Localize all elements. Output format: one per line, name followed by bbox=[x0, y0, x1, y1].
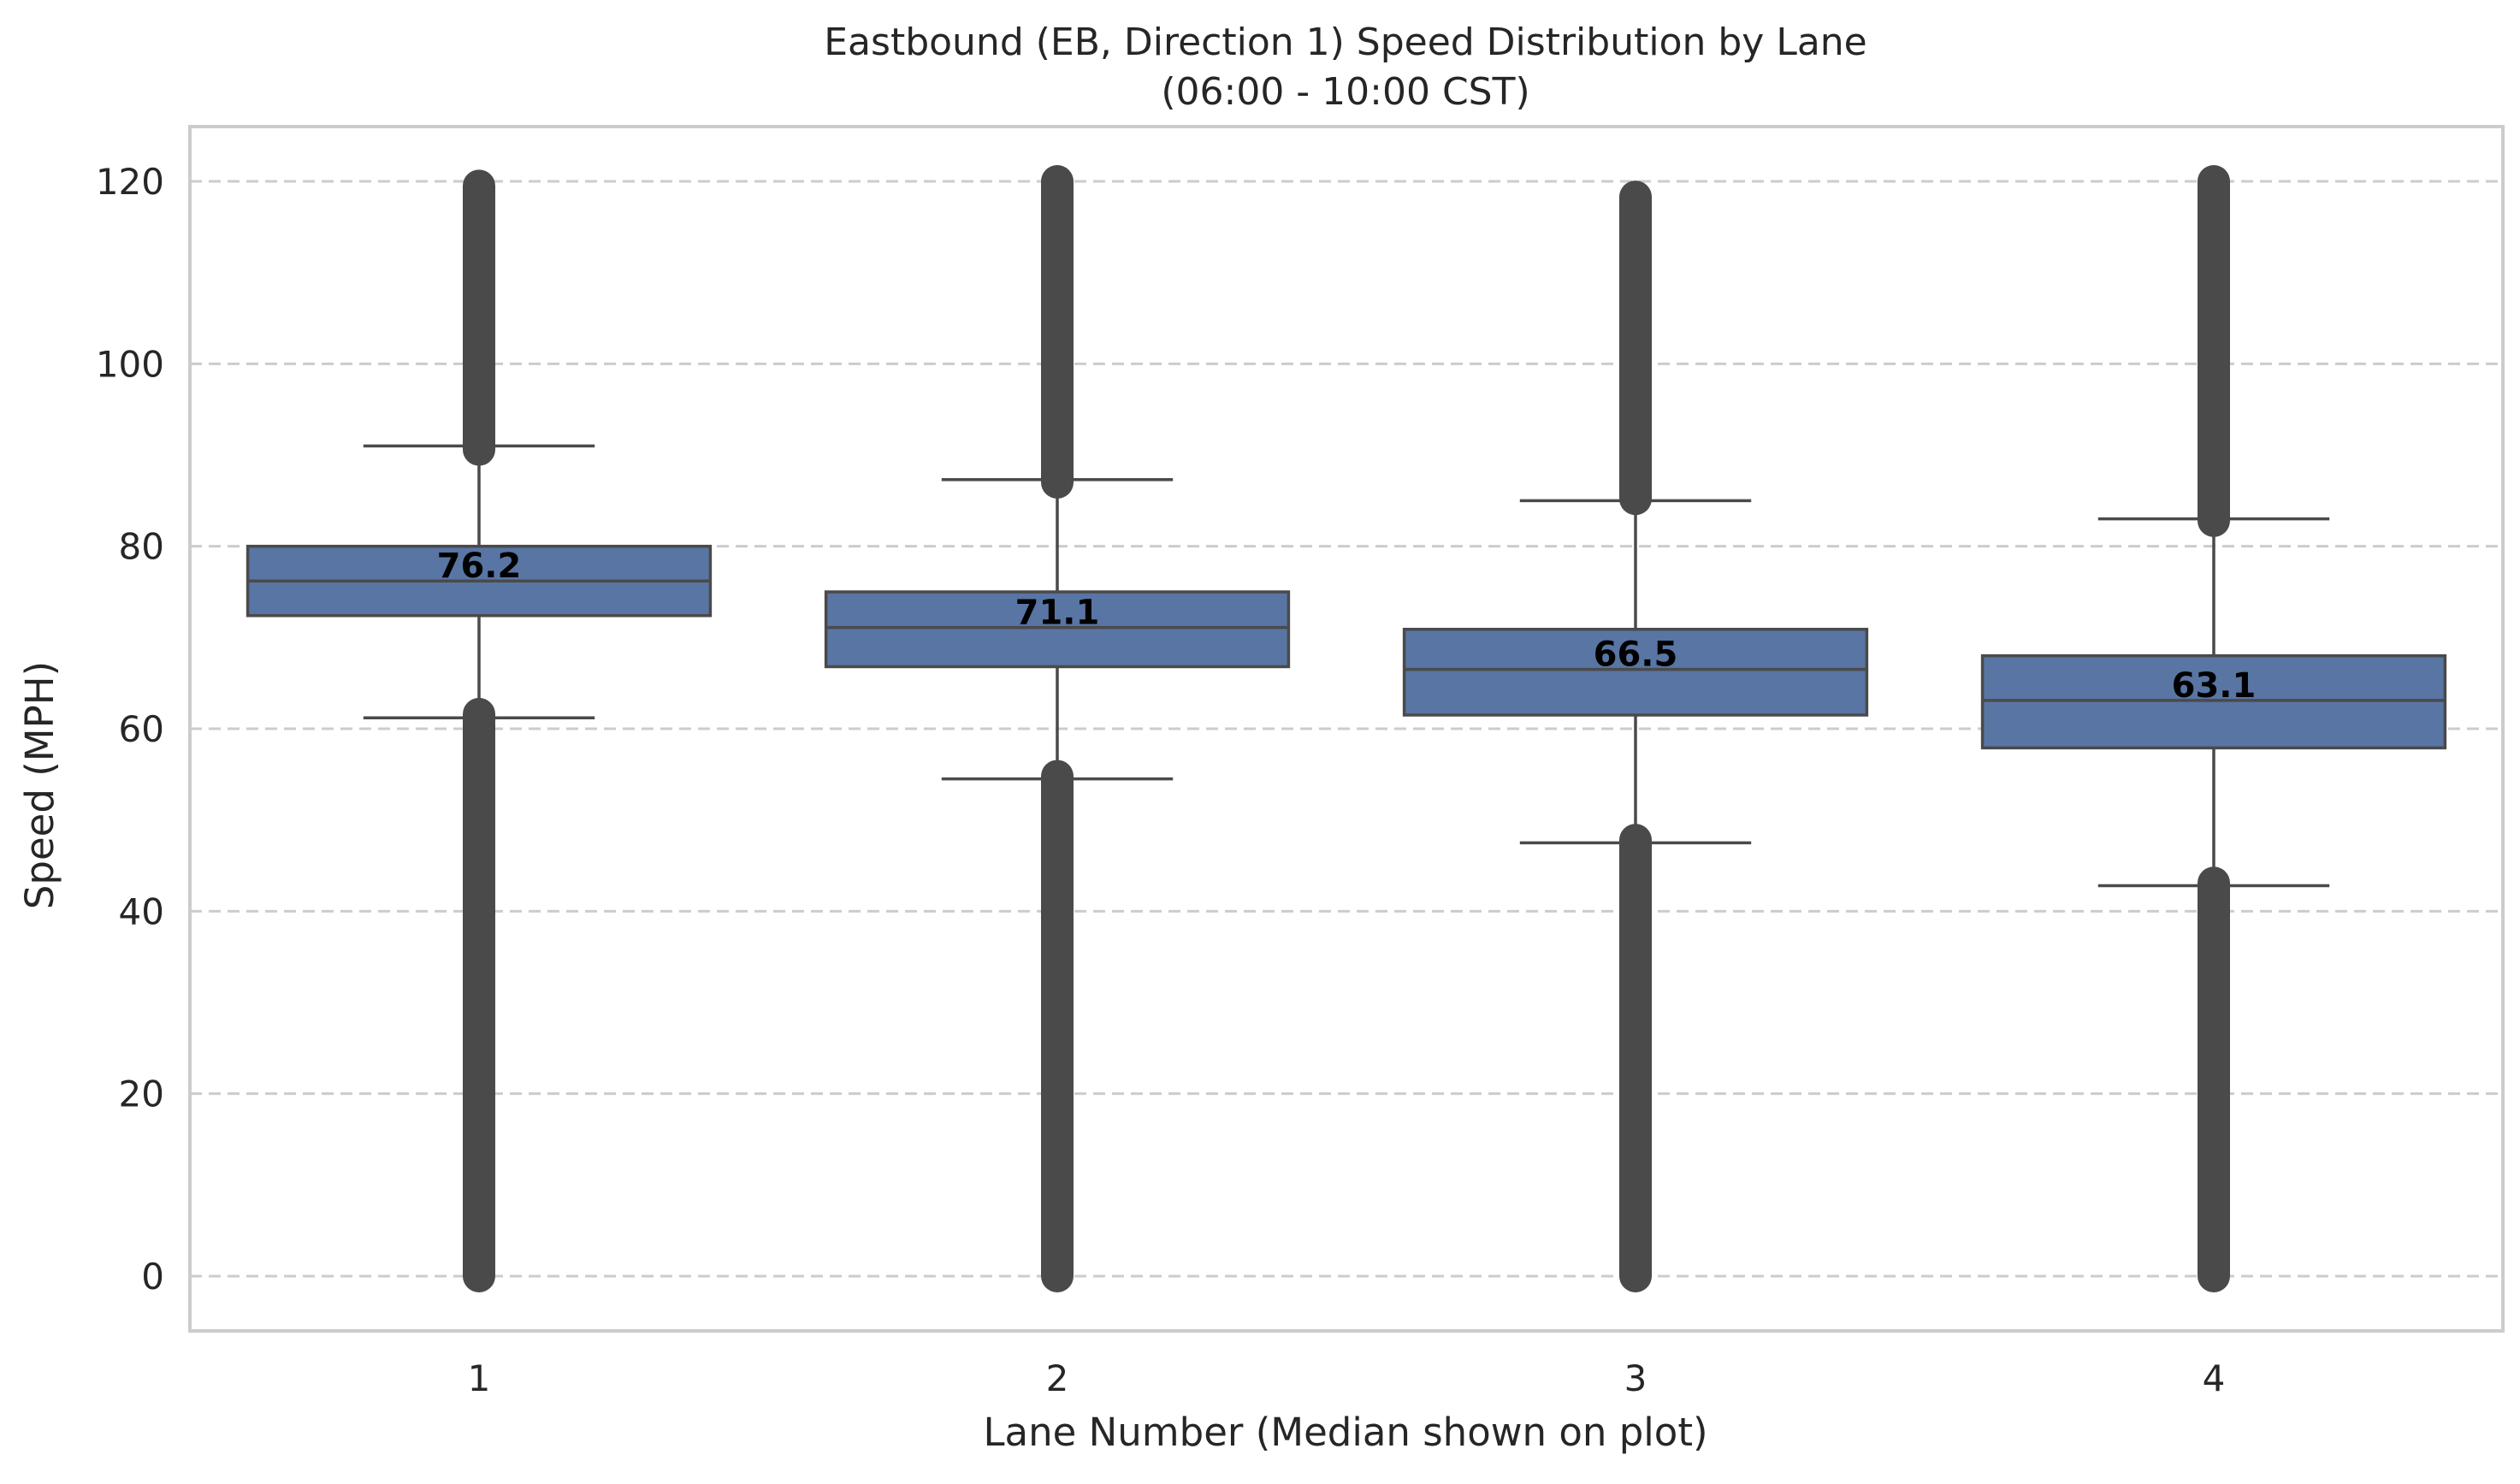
box-group-lane-3: 66.5 bbox=[1402, 180, 1869, 1292]
gridlines bbox=[190, 180, 2503, 1278]
box-group-lane-4: 63.1 bbox=[1980, 165, 2447, 1292]
box-iqr bbox=[1402, 627, 1869, 717]
y-tick-label: 80 bbox=[119, 526, 164, 568]
chart-title: Eastbound (EB, Direction 1) Speed Distri… bbox=[824, 21, 1867, 64]
box-group-lane-2: 71.1 bbox=[824, 165, 1291, 1292]
y-tick-label: 0 bbox=[141, 1256, 164, 1298]
plot-area: 76.2 71.1 66.5 63.1 bbox=[245, 165, 2447, 1292]
y-tick-label: 100 bbox=[96, 343, 164, 385]
median-label: 76.2 bbox=[437, 547, 522, 586]
axes: 0 20 40 60 80 100 120 1 2 3 4 bbox=[96, 161, 2226, 1399]
median-label: 63.1 bbox=[2172, 666, 2257, 706]
x-tick-label: 3 bbox=[1624, 1357, 1647, 1399]
box-iqr bbox=[824, 590, 1291, 669]
plot-frame bbox=[188, 125, 2505, 1333]
chart-subtitle: (06:00 - 10:00 CST) bbox=[1161, 70, 1529, 114]
y-tick-label: 20 bbox=[119, 1073, 164, 1115]
y-axis-label: Speed (MPH) bbox=[17, 661, 62, 909]
y-tick-label: 40 bbox=[119, 890, 164, 932]
box-group-lane-1: 76.2 bbox=[245, 169, 713, 1292]
x-tick-label: 1 bbox=[468, 1357, 491, 1399]
y-tick-label: 120 bbox=[96, 161, 164, 203]
median-label: 71.1 bbox=[1015, 594, 1100, 633]
x-tick-label: 4 bbox=[2203, 1357, 2226, 1399]
x-tick-label: 2 bbox=[1046, 1357, 1069, 1399]
x-axis-label: Lane Number (Median shown on plot) bbox=[983, 1410, 1707, 1455]
median-label: 66.5 bbox=[1594, 636, 1678, 675]
y-tick-label: 60 bbox=[119, 708, 164, 750]
